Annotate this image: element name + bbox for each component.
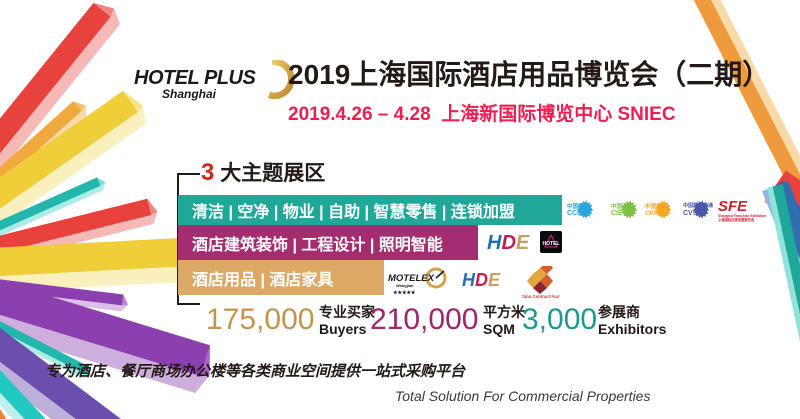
svg-text:中国饭店: 中国饭店 bbox=[567, 202, 590, 210]
svg-text:中国畜牧: 中国畜牧 bbox=[645, 202, 668, 210]
svg-text:CCE: CCE bbox=[567, 210, 582, 217]
svg-text:中国蔬菜流通: 中国蔬菜流通 bbox=[683, 202, 713, 209]
svg-text:CPAME: CPAME bbox=[645, 210, 667, 217]
svg-text:CIEQ: CIEQ bbox=[611, 210, 629, 217]
svg-text:CVS: CVS bbox=[683, 210, 698, 217]
svg-text:中国环境: 中国环境 bbox=[611, 202, 634, 210]
svg-text:HOTEL: HOTEL bbox=[543, 241, 560, 247]
svg-text:上海国际连锁加盟展览会: 上海国际连锁加盟展览会 bbox=[718, 217, 755, 222]
svg-text:Wangjian: Wangjian bbox=[396, 283, 414, 288]
svg-text:SFE: SFE bbox=[718, 198, 748, 215]
svg-text:★★★★★: ★★★★★ bbox=[393, 290, 416, 296]
svg-text:Sino Contract Furniture: Sino Contract Furniture bbox=[522, 294, 560, 299]
